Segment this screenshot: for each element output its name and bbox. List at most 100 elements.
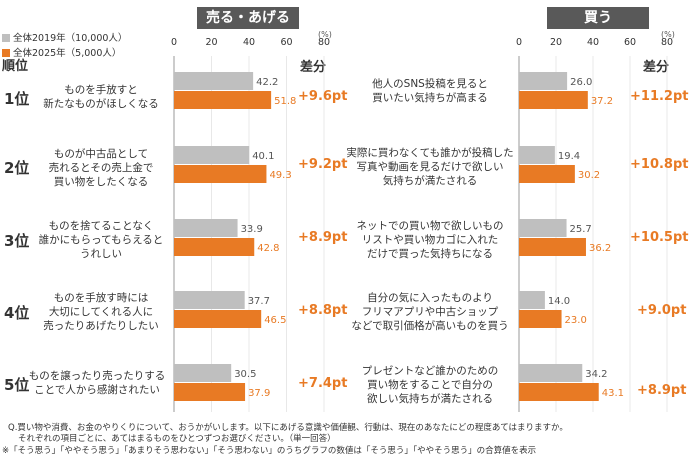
rank-2: 2位	[4, 159, 30, 177]
buy-label-1-line-2: 買いたい気持ちが高まる	[372, 92, 488, 104]
buy-label-4: 自分の気に入ったものより フリマアプリや中古ショップ などで取引価格が高いものを買う	[338, 291, 522, 333]
buy-tick-60: 60	[624, 37, 636, 48]
buy-diff-3: +10.5pt	[630, 230, 689, 245]
buy-bar-2-2019	[519, 146, 555, 164]
rank-3: 3位	[4, 232, 30, 250]
buy-bar-4-2019	[519, 291, 545, 309]
buy-diff-5: +8.9pt	[637, 383, 687, 398]
sell-tick-60: 60	[280, 37, 292, 48]
sell-label-3-line-3: うれしい	[80, 248, 122, 260]
buy-label-2-line-2: 写真や動画を見るだけで欲しい	[356, 161, 504, 173]
buy-bar-3-2019	[519, 219, 567, 237]
buy-tick-40: 40	[587, 37, 599, 48]
sell-label-5-line-1: ものを譲ったり売ったりする	[28, 370, 166, 382]
buy-bar-1-2019	[519, 72, 568, 90]
legend-label-2019: 全体2019年（10,000人）	[13, 33, 128, 44]
sell-value-1-2019: 42.2	[256, 77, 278, 88]
rank-column-title: 順位	[2, 59, 29, 74]
sell-label-4-line-1: ものを手放す時には	[53, 292, 149, 304]
buy-bar-4-2025	[519, 310, 562, 328]
sell-tick-20: 20	[205, 37, 217, 48]
sell-label-4-line-3: 売ったりあげたりしたい	[43, 320, 159, 332]
buy-value-2-2019: 19.4	[558, 151, 580, 162]
sell-label-3-line-2: 誰かにもらってもらえると	[38, 234, 164, 246]
buy-label-1-line-1: 他人のSNS投稿を見ると	[372, 78, 488, 90]
buy-label-5: プレゼントなど誰かのための 買い物をすることで自分の 欲しい気持ちが満たされる	[338, 364, 522, 406]
legend-swatch-2019	[2, 34, 10, 42]
sell-label-4: ものを手放す時には 大切にしてくれる人に 売ったりあげたりしたい	[28, 291, 174, 333]
question-note-1: Q.買い物や消費、お金のやりくりについて、おうかがいします。以下にあげる意識や価…	[8, 423, 568, 433]
legend-label-2025: 全体2025年（5,000人）	[13, 48, 122, 59]
sell-value-3-2025: 42.8	[257, 243, 279, 254]
buy-diff-title: 差分	[643, 60, 670, 75]
sell-label-2-line-2: 売れるとその売上金で	[48, 162, 154, 174]
buy-label-5-line-1: プレゼントなど誰かのための	[361, 365, 499, 377]
buy-diff-1: +11.2pt	[630, 89, 689, 104]
sell-value-3-2019: 33.9	[241, 224, 263, 235]
sell-bar-2-2019	[174, 146, 250, 164]
buy-value-3-2025: 36.2	[589, 243, 611, 254]
buy-bar-1-2025	[519, 91, 588, 109]
sell-label-3-line-1: ものを捨てることなく	[48, 220, 154, 232]
sell-unit-label: (%)	[318, 30, 332, 39]
buy-value-2-2025: 30.2	[578, 170, 600, 181]
sell-value-5-2025: 37.9	[248, 388, 270, 399]
sell-diff-4: +8.8pt	[298, 303, 348, 318]
legend-swatch-2025	[2, 49, 10, 57]
question-note-2: それぞれの項目ごとに、あてはまるものをひとつずつお選びください。（単一回答）	[18, 434, 336, 444]
sell-tick-0: 0	[171, 37, 177, 48]
sell-label-2-line-3: 買い物をしたくなる	[53, 176, 149, 188]
sell-tick-40: 40	[243, 37, 255, 48]
buy-label-1: 他人のSNS投稿を見ると 買いたい気持ちが高まる	[338, 77, 522, 105]
buy-label-3: ネットでの買い物で欲しいもの リストや買い物カゴに入れた だけで買った気持ちになる	[338, 219, 522, 261]
buy-label-2: 実際に買わなくても誰かが投稿した 写真や動画を見るだけで欲しい 気持ちが満たされる	[338, 146, 522, 188]
sell-label-1-line-2: 新たなものがほしくなる	[43, 98, 159, 110]
sell-value-5-2019: 30.5	[234, 369, 256, 380]
buy-value-1-2019: 26.0	[570, 77, 592, 88]
sell-diff-5: +7.4pt	[298, 376, 348, 391]
sell-label-1: ものを手放すと新たなものがほしくなる	[28, 83, 174, 111]
rank-1: 1位	[4, 90, 30, 108]
sell-value-4-2019: 37.7	[248, 296, 270, 307]
buy-bar-2-2025	[519, 165, 575, 183]
buy-value-4-2019: 14.0	[548, 296, 570, 307]
buy-value-1-2025: 37.2	[591, 96, 613, 107]
buy-bar-3-2025	[519, 238, 586, 256]
buy-value-3-2019: 25.7	[570, 224, 592, 235]
buy-bar-5-2019	[519, 364, 583, 382]
sell-tick-80: 80	[318, 37, 330, 48]
buy-label-3-line-1: ネットでの買い物で欲しいもの	[356, 220, 504, 232]
sell-label-2: ものが中古品として 売れるとその売上金で 買い物をしたくなる	[28, 147, 174, 189]
sell-diff-1: +9.6pt	[298, 89, 348, 104]
buy-label-4-line-1: 自分の気に入ったものより	[367, 292, 493, 304]
sell-bar-3-2025	[174, 238, 255, 256]
sell-label-1-line-1: ものを手放すと	[64, 84, 138, 96]
buy-label-4-line-3: などで取引価格が高いものを買う	[351, 320, 509, 332]
buy-unit-label: (%)	[661, 30, 675, 39]
sell-label-5: ものを譲ったり売ったりする ことで人から感謝されたい	[20, 369, 174, 397]
buy-label-5-line-2: 買い物をすることで自分の	[367, 379, 493, 391]
buy-label-3-line-3: だけで買った気持ちになる	[367, 248, 493, 260]
buy-tick-20: 20	[550, 37, 562, 48]
legend-item-2025: 全体2025年（5,000人）	[2, 45, 121, 59]
buy-label-2-line-3: 気持ちが満たされる	[382, 175, 478, 187]
sell-value-4-2025: 46.5	[264, 315, 286, 326]
buy-value-5-2025: 43.1	[602, 388, 624, 399]
rank-5: 5位	[4, 376, 30, 394]
sell-label-3: ものを捨てることなく 誰かにもらってもらえると うれしい	[28, 219, 174, 261]
buy-diff-2: +10.8pt	[630, 157, 689, 172]
buy-value-5-2019: 34.2	[585, 369, 607, 380]
buy-tick-0: 0	[516, 37, 522, 48]
sell-label-4-line-2: 大切にしてくれる人に	[48, 306, 154, 318]
rank-4: 4位	[4, 304, 30, 322]
sell-label-5-line-2: ことで人から感謝されたい	[34, 384, 160, 396]
sell-value-2-2025: 49.3	[269, 170, 291, 181]
sell-value-1-2025: 51.8	[274, 96, 296, 107]
sell-diff-title: 差分	[300, 60, 327, 75]
sell-diff-3: +8.9pt	[298, 230, 348, 245]
buy-label-4-line-2: フリマアプリや中古ショップ	[361, 306, 499, 318]
sell-give-header: 売る・あげる	[197, 7, 299, 29]
sell-bar-4-2025	[174, 310, 262, 328]
sell-value-2-2019: 40.1	[252, 151, 274, 162]
sell-diff-2: +9.2pt	[298, 157, 348, 172]
